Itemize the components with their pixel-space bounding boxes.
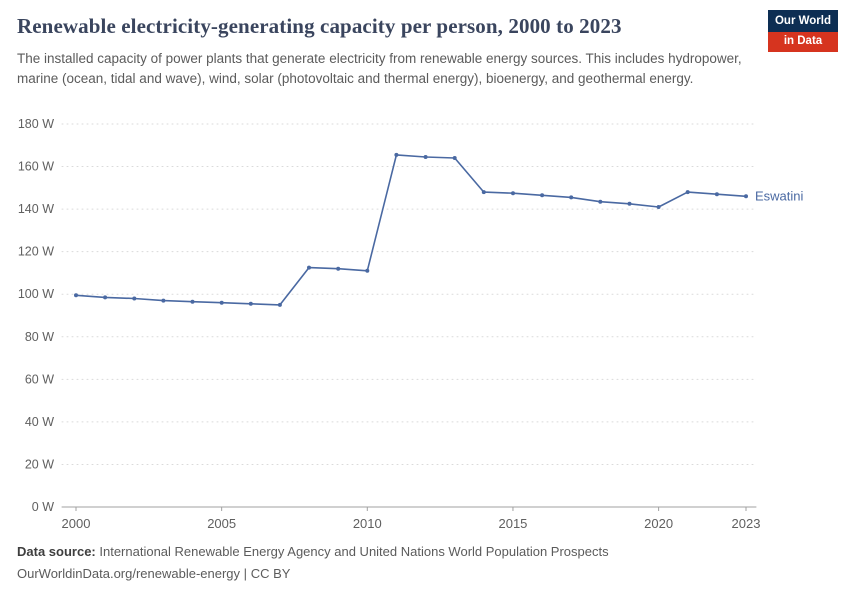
data-point[interactable] bbox=[74, 293, 78, 298]
y-axis-tick-label: 40 W bbox=[25, 415, 54, 429]
data-point[interactable] bbox=[132, 296, 137, 301]
y-axis-tick-label: 120 W bbox=[18, 245, 54, 259]
y-axis-tick-label: 60 W bbox=[25, 372, 54, 386]
y-axis-tick-label: 180 W bbox=[18, 117, 54, 131]
data-point[interactable] bbox=[336, 266, 341, 271]
x-axis-tick-label: 2015 bbox=[498, 516, 527, 531]
y-axis-tick-label: 160 W bbox=[18, 160, 54, 174]
x-axis-tick-label: 2010 bbox=[353, 516, 382, 531]
x-axis-tick-label: 2023 bbox=[732, 516, 761, 531]
data-point[interactable] bbox=[627, 201, 632, 206]
datasource-text: International Renewable Energy Agency an… bbox=[99, 544, 609, 559]
chart-header: Renewable electricity-generating capacit… bbox=[17, 14, 750, 88]
owid-logo-line1: Our World bbox=[768, 10, 838, 32]
page-title: Renewable electricity-generating capacit… bbox=[17, 14, 622, 38]
data-point[interactable] bbox=[161, 298, 166, 303]
data-point[interactable] bbox=[656, 205, 661, 209]
data-point[interactable] bbox=[481, 190, 486, 195]
y-axis-tick-label: 0 W bbox=[32, 500, 54, 514]
y-axis-tick-label: 80 W bbox=[25, 330, 54, 344]
data-point[interactable] bbox=[511, 191, 515, 196]
data-point[interactable] bbox=[744, 194, 748, 199]
separator: | bbox=[243, 566, 248, 581]
datasource-label: Data source: bbox=[17, 544, 96, 559]
owid-logo-line2: in Data bbox=[768, 31, 838, 52]
chart-canvas[interactable]: 0 W 20 W 40 W 60 W 80 W 100 W 120 W 140 W 160 W 1… bbox=[0, 112, 850, 537]
chart-subtitle: The installed capacity of power plants t… bbox=[17, 51, 742, 86]
data-point[interactable] bbox=[540, 193, 545, 198]
x-axis-tick-label: 2020 bbox=[644, 516, 673, 531]
data-point[interactable] bbox=[190, 299, 195, 304]
owid-logo[interactable]: Our World in Data bbox=[768, 10, 838, 52]
license-label: CC BY bbox=[250, 566, 291, 581]
chart-footer: Data source: International Renewable Ene… bbox=[17, 544, 609, 588]
data-point[interactable] bbox=[103, 295, 108, 300]
data-point[interactable] bbox=[714, 192, 719, 197]
source-link[interactable]: OurWorldinData.org/renewable-energy bbox=[17, 566, 241, 581]
y-axis-tick-label: 140 W bbox=[18, 202, 54, 216]
data-point[interactable] bbox=[307, 265, 311, 270]
license-line: OurWorldinData.org/renewable-energy | CC… bbox=[17, 566, 609, 581]
datasource-line: Data source: International Renewable Ene… bbox=[17, 544, 609, 559]
data-point[interactable] bbox=[277, 302, 282, 307]
data-point[interactable] bbox=[569, 195, 574, 200]
data-point[interactable] bbox=[423, 155, 428, 159]
x-axis-tick-label: 2005 bbox=[207, 516, 236, 531]
series-label[interactable]: Eswatini bbox=[755, 188, 804, 203]
y-axis-tick-label: 100 W bbox=[18, 287, 54, 301]
data-point[interactable] bbox=[219, 300, 224, 305]
data-point[interactable] bbox=[394, 152, 399, 157]
line-chart[interactable]: 0 W 20 W 40 W 60 W 80 W 100 W 120 W 140 W 160 W 1… bbox=[0, 112, 850, 537]
series-line[interactable] bbox=[75, 154, 747, 306]
data-point[interactable] bbox=[452, 156, 457, 160]
data-point[interactable] bbox=[248, 301, 253, 306]
x-axis-tick-label: 2000 bbox=[62, 516, 91, 531]
y-axis-tick-label: 20 W bbox=[25, 457, 54, 471]
data-point[interactable] bbox=[365, 268, 370, 273]
data-point[interactable] bbox=[598, 199, 603, 204]
data-point[interactable] bbox=[685, 190, 690, 195]
